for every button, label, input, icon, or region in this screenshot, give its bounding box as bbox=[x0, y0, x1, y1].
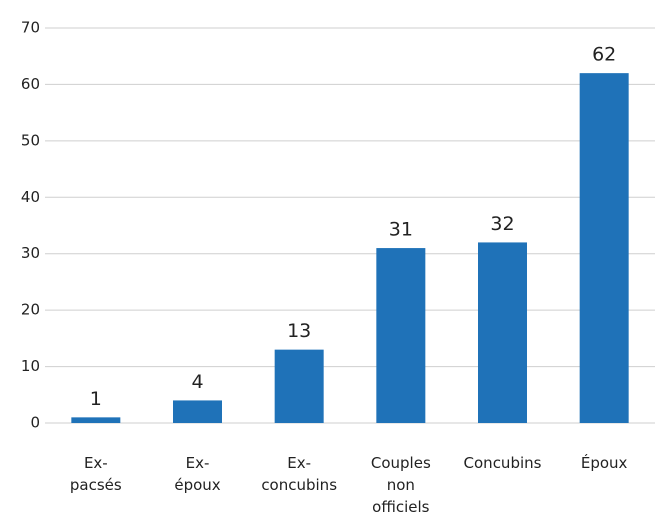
bar bbox=[376, 248, 426, 423]
bar bbox=[173, 400, 222, 423]
y-tick-label: 40 bbox=[21, 188, 40, 206]
bar bbox=[274, 349, 324, 423]
y-tick-label: 0 bbox=[30, 414, 40, 432]
x-tick-label: Ex-époux bbox=[174, 454, 220, 494]
y-tick-label: 30 bbox=[21, 244, 40, 262]
x-tick-label: Époux bbox=[581, 453, 628, 472]
value-label: 32 bbox=[490, 213, 514, 235]
x-tick-label: Ex-pacsés bbox=[70, 454, 122, 494]
value-label: 1 bbox=[90, 388, 102, 410]
y-tick-label: 50 bbox=[21, 131, 40, 149]
x-tick-label: Couples non officiels bbox=[371, 454, 431, 514]
y-tick-label: 20 bbox=[21, 301, 40, 319]
value-label: 13 bbox=[287, 320, 311, 342]
value-label: 4 bbox=[191, 371, 203, 393]
value-label: 31 bbox=[389, 219, 413, 241]
bar bbox=[71, 417, 121, 423]
x-tick-label: Concubins bbox=[464, 454, 542, 472]
y-tick-label: 10 bbox=[21, 357, 40, 375]
bar bbox=[478, 242, 527, 423]
y-tick-label: 70 bbox=[21, 19, 40, 37]
bar bbox=[579, 73, 629, 424]
y-tick-label: 60 bbox=[21, 75, 40, 93]
value-label: 62 bbox=[592, 44, 616, 66]
x-tick-label: Ex-concubins bbox=[261, 454, 337, 494]
